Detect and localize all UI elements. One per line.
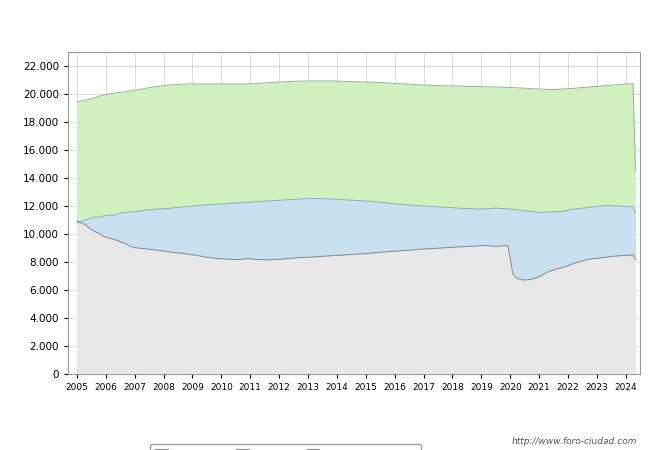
Text: Arcos de la Frontera - Evolucion de la poblacion en edad de Trabajar Mayo de 202: Arcos de la Frontera - Evolucion de la p… (88, 18, 562, 29)
Legend: Ocupados, Parados, Hab. entre 16-64: Ocupados, Parados, Hab. entre 16-64 (150, 444, 421, 450)
Text: http://www.foro-ciudad.com: http://www.foro-ciudad.com (512, 436, 637, 446)
